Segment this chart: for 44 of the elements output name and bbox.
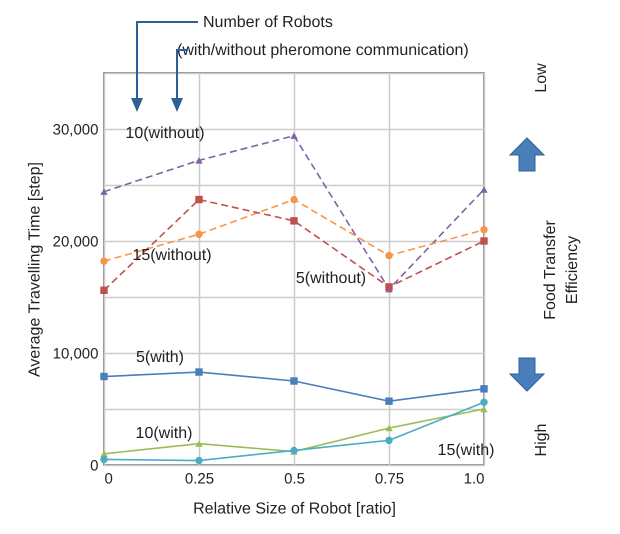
point bbox=[385, 436, 393, 444]
point bbox=[100, 257, 108, 265]
point bbox=[480, 226, 488, 234]
point bbox=[100, 456, 108, 464]
x-tick-label: 0.75 bbox=[374, 470, 404, 488]
y-tick-label: 30,000 bbox=[52, 122, 98, 138]
series-label: 5(without) bbox=[296, 270, 366, 287]
x-tick-label: 1.0 bbox=[464, 470, 484, 488]
point bbox=[195, 456, 203, 464]
point bbox=[290, 217, 298, 225]
point bbox=[195, 440, 203, 447]
point bbox=[290, 196, 298, 204]
point bbox=[480, 406, 488, 412]
point bbox=[385, 424, 393, 432]
point bbox=[195, 196, 203, 204]
point bbox=[100, 286, 108, 294]
x-tick-label: 0.25 bbox=[184, 470, 214, 488]
point bbox=[385, 283, 393, 291]
x-tick-label: 0 bbox=[104, 470, 113, 488]
series-label: 10(without) bbox=[125, 125, 205, 142]
text: Food Transfer Efficiency bbox=[542, 220, 581, 320]
point bbox=[290, 132, 298, 139]
point bbox=[385, 397, 393, 405]
point bbox=[385, 252, 393, 260]
point bbox=[195, 230, 203, 238]
x-tick-label: 0.5 bbox=[284, 470, 305, 488]
point bbox=[480, 186, 488, 193]
x-axis-title: Relative Size of Robot [ratio] bbox=[193, 500, 396, 518]
series-label: 15(without) bbox=[132, 247, 212, 264]
series-label: 5(with) bbox=[136, 349, 184, 366]
y-tick-label: 0 bbox=[90, 458, 98, 474]
point bbox=[480, 385, 488, 393]
point bbox=[100, 188, 108, 195]
y-tick-label: 20,000 bbox=[52, 234, 98, 250]
text: High bbox=[533, 424, 550, 456]
series-label: 15(with) bbox=[438, 442, 494, 459]
y-tick-label: 10,000 bbox=[52, 346, 98, 362]
y-axis-title: Average Travelling Time [step] bbox=[26, 162, 44, 377]
point bbox=[195, 157, 203, 164]
series-label: 10(with) bbox=[136, 425, 192, 442]
text: Number of Robots bbox=[203, 14, 333, 31]
text: (with/without pheromone communication) bbox=[177, 42, 469, 59]
point bbox=[480, 398, 488, 406]
text: Low bbox=[533, 62, 550, 93]
